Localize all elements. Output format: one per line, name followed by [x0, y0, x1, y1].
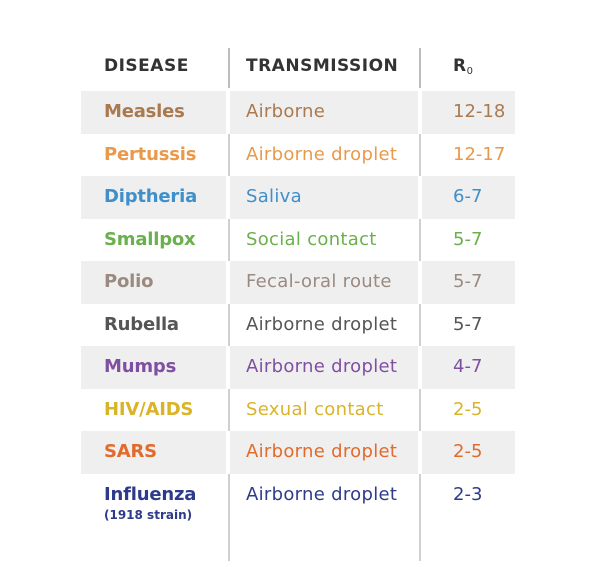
disease-name: Influenza: [104, 483, 197, 505]
transmission-mode: Saliva: [246, 186, 302, 207]
table-row: Influenza (1918 strain) Airborne droplet 2-…: [81, 474, 515, 564]
transmission-mode: Airborne droplet: [246, 313, 398, 335]
disease-name: Polio: [104, 271, 154, 292]
header-disease: DISEASE: [104, 56, 189, 76]
table-row: Diptheria Saliva 6-7: [81, 176, 515, 219]
row-gap: [226, 261, 230, 304]
table-header: DISEASE TRANSMISSION R0: [81, 45, 515, 91]
table-row: Polio Fecal-oral route 5-7: [81, 261, 515, 304]
r0-value: 2-3: [453, 483, 483, 505]
row-gap: [226, 91, 230, 134]
r0-value: 12-18: [453, 101, 506, 122]
table-row: Rubella Airborne droplet 5-7: [81, 304, 515, 347]
disease-name: HIV/AIDS: [104, 398, 194, 420]
disease-name: Mumps: [104, 356, 177, 377]
row-gap: [418, 346, 422, 389]
r0-value: 2-5: [453, 398, 483, 420]
r0-value: 2-5: [453, 441, 483, 462]
column-divider-2: [419, 91, 421, 561]
table-row: Pertussis Airborne droplet 12-17: [81, 134, 515, 177]
header-transmission: TRANSMISSION: [246, 56, 399, 76]
table-row: HIV/AIDS Sexual contact 2-5: [81, 389, 515, 432]
row-gap: [226, 176, 230, 219]
table-row: Smallpox Social contact 5-7: [81, 219, 515, 262]
r0-value: 5-7: [453, 313, 483, 335]
transmission-mode: Fecal-oral route: [246, 271, 392, 292]
transmission-mode: Airborne droplet: [246, 441, 398, 462]
transmission-mode: Social contact: [246, 228, 377, 250]
column-divider-1: [228, 91, 230, 561]
table-body: Measles Airborne 12-18 Pertussis Airborne dr…: [81, 91, 515, 564]
disease-name: Pertussis: [104, 143, 197, 165]
header-divider-1: [228, 48, 230, 88]
header-r0: R0: [453, 56, 474, 77]
disease-name: Rubella: [104, 313, 179, 335]
table-row: Measles Airborne 12-18: [81, 91, 515, 134]
disease-name: SARS: [104, 441, 157, 462]
transmission-mode: Airborne: [246, 101, 326, 122]
disease-name: Diptheria: [104, 186, 198, 207]
row-gap: [418, 261, 422, 304]
disease-name: Measles: [104, 101, 185, 122]
r0-value: 5-7: [453, 228, 483, 250]
table-row: SARS Airborne droplet 2-5: [81, 431, 515, 474]
row-gap: [418, 176, 422, 219]
row-gap: [226, 346, 230, 389]
r0-value: 6-7: [453, 186, 483, 207]
r0-value: 5-7: [453, 271, 483, 292]
transmission-mode: Airborne droplet: [246, 143, 398, 165]
table-row: Mumps Airborne droplet 4-7: [81, 346, 515, 389]
disease-note: (1918 strain): [104, 507, 193, 522]
disease-table: DISEASE TRANSMISSION R0 Measles Airborne 1…: [81, 45, 515, 564]
disease-name: Smallpox: [104, 228, 196, 250]
header-divider-2: [419, 48, 421, 88]
transmission-mode: Airborne droplet: [246, 356, 398, 377]
row-gap: [226, 431, 230, 474]
transmission-mode: Airborne droplet: [246, 483, 398, 505]
r0-value: 4-7: [453, 356, 483, 377]
row-gap: [418, 431, 422, 474]
row-gap: [418, 91, 422, 134]
r0-value: 12-17: [453, 143, 506, 165]
transmission-mode: Sexual contact: [246, 398, 384, 420]
